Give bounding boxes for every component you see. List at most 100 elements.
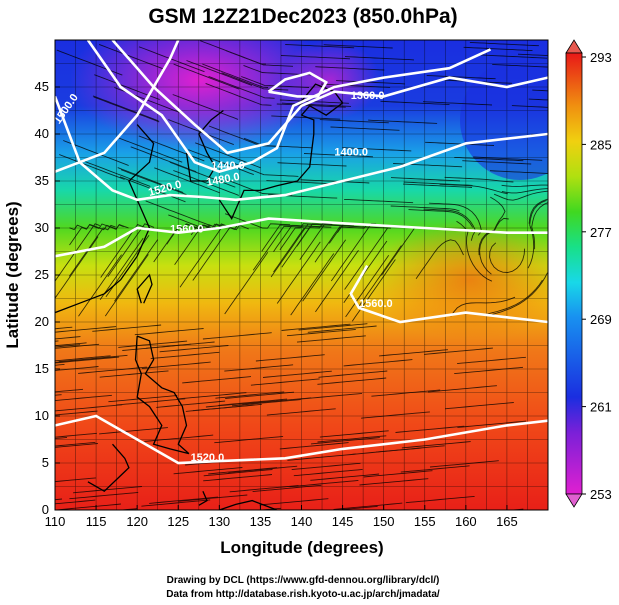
wind-streamline (173, 170, 239, 196)
wind-streamline (401, 441, 471, 449)
wind-streamline (351, 259, 396, 322)
wind-streamline (276, 241, 321, 304)
wind-streamline (317, 377, 387, 385)
wind-streamline (328, 225, 391, 244)
wind-streamline (221, 72, 289, 91)
wind-streamline (380, 100, 450, 106)
contour-label: 1560.0 (170, 224, 204, 236)
wind-streamline (302, 239, 347, 302)
wind-streamline (489, 170, 548, 174)
wind-streamline (457, 356, 526, 365)
wind-streamline (84, 161, 151, 187)
wind-streamline (462, 160, 532, 165)
wind-streamline (55, 503, 121, 510)
wind-streamline (259, 498, 329, 506)
coastline (218, 114, 315, 220)
wind-streamline (104, 254, 149, 317)
wind-streamline (99, 370, 169, 378)
map-title: GSM 12Z21Dec2023 (850.0hPa) (148, 5, 457, 28)
wind-streamline (100, 224, 148, 278)
wind-streamline (400, 465, 470, 473)
height-contour (55, 217, 548, 258)
wind-streamline (202, 63, 269, 88)
wind-streamline (257, 507, 282, 510)
height-contour (86, 40, 492, 173)
wind-streamline (293, 468, 363, 477)
credit-line-1: Drawing by DCL (https://www.gfd-dennou.o… (167, 575, 440, 586)
wind-streamline (55, 423, 65, 426)
wind-streamline (281, 223, 333, 268)
wind-streamline (141, 361, 211, 369)
wind-streamline (342, 147, 412, 152)
wind-streamline (528, 98, 548, 101)
wind-streamline (315, 249, 359, 313)
wind-streamline (293, 392, 363, 401)
wind-streamline (395, 425, 465, 433)
coastline (300, 83, 344, 116)
wind-streamline (172, 94, 239, 120)
wind-streamline (511, 105, 548, 108)
wind-streamline (192, 224, 238, 281)
wind-streamline (150, 351, 220, 360)
wind-streamline (344, 56, 415, 61)
x-tick-label: 160 (455, 514, 477, 529)
wind-streamline (402, 183, 473, 188)
wind-streamline (154, 167, 220, 194)
y-tick-label: 35 (35, 173, 49, 188)
wind-streamline (315, 66, 385, 71)
y-axis-ticks: 0 5 10 15 20 25 30 35 40 45 (35, 79, 60, 517)
wind-streamline (78, 254, 122, 317)
wind-streamline (344, 227, 389, 290)
contour-label: 1560.0 (359, 298, 393, 310)
colorbar-tick-label: 277 (590, 225, 612, 240)
height-contour (267, 71, 328, 98)
wind-streamline (215, 391, 285, 399)
wind-streamline (55, 436, 68, 439)
wind-streamline (290, 253, 335, 316)
wind-streamline (55, 342, 87, 347)
wind-streamline (298, 323, 368, 331)
wind-streamline (368, 119, 438, 124)
height-contour (55, 40, 180, 173)
x-tick-label: 110 (45, 514, 66, 529)
wind-streamline (318, 370, 388, 378)
wind-streamline (296, 335, 366, 343)
wind-streamline (280, 55, 351, 60)
wind-streamline (457, 420, 527, 428)
wind-streamline (262, 370, 332, 378)
temperature-field: 1500.01440.01480.01520.01560.01360.01400… (55, 40, 548, 510)
wind-streamline (55, 441, 96, 447)
wind-streamline (489, 242, 526, 273)
wind-streamline (344, 198, 414, 204)
wind-streamline (173, 63, 240, 90)
wind-streamline (68, 224, 116, 277)
wind-streamline (55, 326, 73, 330)
wind-streamline (281, 323, 351, 331)
wind-streamline (371, 389, 441, 397)
wind-streamline (174, 223, 225, 265)
x-axis-ticks: 110 115 120 125 130 135 140 145 150 155 160 165 (45, 505, 518, 529)
wind-streamline (330, 223, 377, 282)
wind-streamline (99, 237, 144, 300)
contour-label: 1360.0 (351, 90, 385, 102)
wind-streamline (359, 478, 429, 486)
wind-streamline (182, 376, 252, 384)
x-tick-label: 150 (373, 514, 395, 529)
colorbar-tick-label: 269 (590, 312, 612, 327)
wind-streamline (224, 213, 291, 229)
wind-streamline (55, 477, 96, 483)
wind-streamline (55, 394, 62, 396)
wind-streamline (444, 402, 514, 410)
height-contour (349, 264, 548, 324)
wind-streamline (363, 470, 433, 478)
coastline (136, 273, 153, 304)
wind-streamline (415, 239, 464, 279)
colorbar-top-arrow (565, 39, 583, 54)
x-tick-label: 165 (496, 514, 518, 529)
wind-streamline (492, 63, 548, 68)
wind-streamline (250, 378, 320, 386)
y-tick-label: 25 (35, 267, 49, 282)
wind-streamline (169, 161, 236, 188)
wind-streamline (177, 392, 247, 400)
wind-streamline (55, 236, 99, 299)
